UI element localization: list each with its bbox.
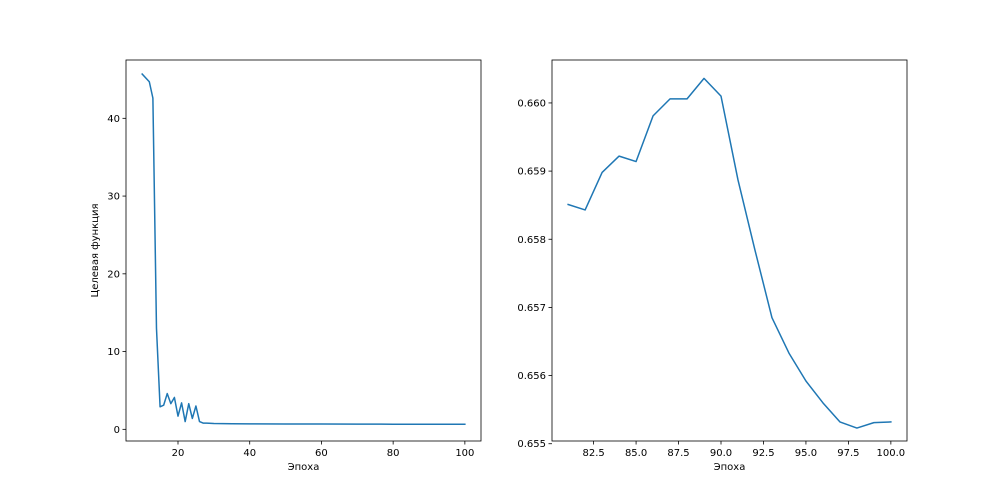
left-chart-y-tick-label: 40 xyxy=(107,114,120,125)
right-chart-x-tick-label: 82.5 xyxy=(582,448,604,459)
left-chart-series-line-0 xyxy=(141,72,466,425)
right-chart-series-line-0 xyxy=(567,77,892,429)
right-chart-x-tick-label: 92.5 xyxy=(752,448,774,459)
right-chart-x-tick-label: 97.5 xyxy=(837,448,859,459)
left-chart-line-layer xyxy=(141,72,466,425)
right-chart-y-tick-label: 0.657 xyxy=(517,303,546,314)
right-chart-x-tick-label: 87.5 xyxy=(667,448,689,459)
left-chart-y-tick-label: 10 xyxy=(107,347,120,358)
right-chart-axes-frame xyxy=(551,59,908,442)
left-chart-y-axis-label: Целевая функция xyxy=(90,203,101,297)
left-chart-y-ticks: 0 10 20 30 40 xyxy=(107,114,126,436)
right-chart-x-tick-label: 90.0 xyxy=(710,448,732,459)
right-chart-x-axis-label: Эпоха xyxy=(714,462,746,473)
left-chart-x-tick-label: 80 xyxy=(387,448,400,459)
left-chart-x-axis-label: Эпоха xyxy=(288,462,320,473)
right-chart-x-tick-label: 100.0 xyxy=(877,448,906,459)
right-chart-x-tick-label: 85.0 xyxy=(625,448,647,459)
right-chart-y-tick-label: 0.660 xyxy=(517,98,546,109)
left-chart-x-tick-label: 20 xyxy=(172,448,185,459)
left-chart-x-ticks: 20 40 60 80 100 xyxy=(172,441,474,459)
right-chart-y-tick-label: 0.659 xyxy=(517,167,546,178)
left-chart-panel: 20 40 60 80 100 0 10 20 30 40 Эпоха Целевая функ… xyxy=(90,59,482,473)
right-chart-x-tick-label: 95.0 xyxy=(795,448,817,459)
left-chart-y-tick-label: 0 xyxy=(114,425,120,436)
right-chart-x-ticks: 82.5 85.0 87.5 90.0 92.5 95.0 97.5 100.0 xyxy=(582,441,905,459)
right-chart-panel: 82.5 85.0 87.5 90.0 92.5 95.0 97.5 100.0 0.6550… xyxy=(517,59,908,473)
right-chart-y-ticks: 0.655 0.656 0.657 0.658 0.659 0.660 xyxy=(517,98,552,450)
left-chart-x-tick-label: 100 xyxy=(455,448,474,459)
left-chart-axes-frame xyxy=(125,59,482,442)
left-chart-x-tick-label: 40 xyxy=(243,448,256,459)
right-chart-y-tick-label: 0.656 xyxy=(517,371,546,382)
left-chart-y-tick-label: 30 xyxy=(107,192,120,203)
right-chart-y-tick-label: 0.658 xyxy=(517,235,546,246)
right-chart-line-layer xyxy=(567,77,892,429)
left-chart-y-tick-label: 20 xyxy=(107,269,120,280)
right-chart-y-tick-label: 0.655 xyxy=(517,439,546,450)
left-chart-x-tick-label: 60 xyxy=(315,448,328,459)
